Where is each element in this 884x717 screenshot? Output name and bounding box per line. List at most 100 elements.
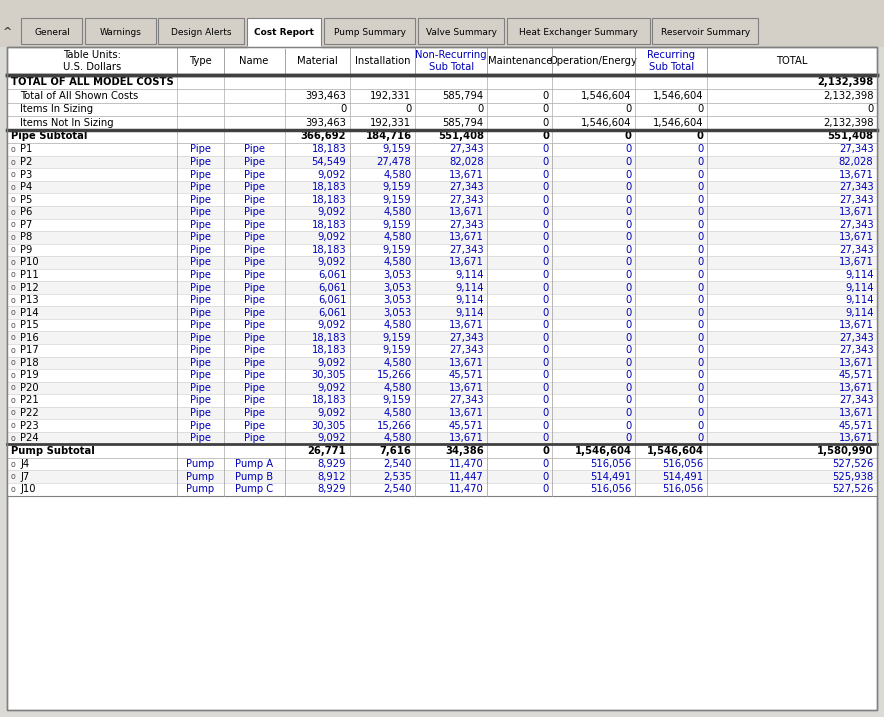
- Text: 9,159: 9,159: [383, 195, 411, 204]
- Text: 0: 0: [697, 421, 704, 430]
- Text: Pipe: Pipe: [190, 383, 210, 393]
- Text: 0: 0: [340, 105, 347, 114]
- Text: 27,343: 27,343: [449, 182, 484, 192]
- Text: 27,343: 27,343: [449, 145, 484, 154]
- Text: 0: 0: [543, 408, 549, 418]
- Text: 0: 0: [625, 257, 631, 267]
- Text: 0: 0: [625, 232, 631, 242]
- Text: 45,571: 45,571: [449, 371, 484, 380]
- FancyBboxPatch shape: [7, 168, 877, 181]
- Text: 27,343: 27,343: [449, 346, 484, 355]
- Text: 30,305: 30,305: [312, 371, 347, 380]
- Text: 0: 0: [697, 308, 704, 318]
- Text: 0: 0: [697, 270, 704, 280]
- Text: 0: 0: [697, 408, 704, 418]
- Text: Pipe: Pipe: [190, 320, 210, 330]
- Text: Pipe: Pipe: [244, 170, 264, 179]
- FancyBboxPatch shape: [7, 419, 877, 432]
- Text: 0: 0: [697, 207, 704, 217]
- Text: o: o: [11, 485, 15, 494]
- Text: o: o: [11, 208, 15, 217]
- Text: P5: P5: [20, 195, 33, 204]
- Text: 27,343: 27,343: [839, 145, 873, 154]
- Text: 0: 0: [697, 320, 704, 330]
- Text: 0: 0: [625, 131, 631, 141]
- Text: Pipe: Pipe: [244, 220, 264, 229]
- FancyBboxPatch shape: [7, 470, 877, 483]
- Text: P19: P19: [20, 371, 39, 380]
- Text: 0: 0: [697, 245, 704, 255]
- Text: o: o: [11, 158, 15, 166]
- Text: 0: 0: [625, 170, 631, 179]
- Text: 525,938: 525,938: [832, 472, 873, 482]
- Text: 0: 0: [625, 346, 631, 355]
- Text: o: o: [11, 384, 15, 392]
- Text: 4,580: 4,580: [384, 170, 411, 179]
- Text: 0: 0: [625, 333, 631, 343]
- Text: 0: 0: [625, 421, 631, 430]
- Text: P11: P11: [20, 270, 39, 280]
- Text: 18,183: 18,183: [312, 220, 347, 229]
- Text: 1,546,604: 1,546,604: [581, 91, 631, 101]
- FancyBboxPatch shape: [507, 18, 650, 44]
- Text: 1,546,604: 1,546,604: [575, 446, 631, 456]
- Text: 13,671: 13,671: [839, 408, 873, 418]
- FancyBboxPatch shape: [7, 103, 877, 116]
- Text: 9,114: 9,114: [455, 270, 484, 280]
- Text: Design Alerts: Design Alerts: [171, 28, 232, 37]
- Text: 0: 0: [542, 131, 549, 141]
- Text: o: o: [11, 320, 15, 330]
- Text: 0: 0: [697, 282, 704, 293]
- Text: Pipe: Pipe: [244, 383, 264, 393]
- FancyBboxPatch shape: [324, 18, 415, 44]
- Text: 0: 0: [697, 131, 704, 141]
- Text: o: o: [11, 295, 15, 305]
- Text: Pipe: Pipe: [244, 145, 264, 154]
- Text: 0: 0: [543, 320, 549, 330]
- Text: Pump A: Pump A: [235, 459, 273, 469]
- Text: 0: 0: [625, 320, 631, 330]
- Text: Pump: Pump: [187, 459, 214, 469]
- Text: 8,929: 8,929: [317, 484, 347, 494]
- Text: Pump: Pump: [187, 472, 214, 482]
- Text: 0: 0: [625, 157, 631, 167]
- Text: 13,671: 13,671: [449, 320, 484, 330]
- Text: 0: 0: [543, 257, 549, 267]
- Text: 9,114: 9,114: [845, 270, 873, 280]
- Text: o: o: [11, 183, 15, 191]
- Text: 4,580: 4,580: [384, 358, 411, 368]
- FancyBboxPatch shape: [7, 89, 877, 103]
- Text: 4,580: 4,580: [384, 257, 411, 267]
- Text: 3,053: 3,053: [384, 282, 411, 293]
- Text: 2,132,398: 2,132,398: [823, 118, 873, 128]
- Text: Pipe: Pipe: [190, 270, 210, 280]
- Text: P3: P3: [20, 170, 33, 179]
- FancyBboxPatch shape: [7, 369, 877, 381]
- FancyBboxPatch shape: [7, 269, 877, 281]
- FancyBboxPatch shape: [7, 143, 877, 156]
- Text: P6: P6: [20, 207, 33, 217]
- Text: P1: P1: [20, 145, 33, 154]
- Text: 6,061: 6,061: [317, 308, 347, 318]
- Text: Pump: Pump: [187, 484, 214, 494]
- Text: 0: 0: [543, 232, 549, 242]
- Text: 27,343: 27,343: [839, 220, 873, 229]
- FancyBboxPatch shape: [7, 130, 877, 143]
- Text: Operation/Energy: Operation/Energy: [550, 56, 637, 66]
- Text: 551,408: 551,408: [438, 131, 484, 141]
- Text: 15,266: 15,266: [377, 371, 411, 380]
- Text: o: o: [11, 233, 15, 242]
- Text: 0: 0: [625, 145, 631, 154]
- Text: o: o: [11, 220, 15, 229]
- Text: 0: 0: [697, 383, 704, 393]
- Text: 27,343: 27,343: [839, 346, 873, 355]
- Text: 4,580: 4,580: [384, 408, 411, 418]
- Text: Pipe: Pipe: [244, 195, 264, 204]
- Text: 18,183: 18,183: [312, 245, 347, 255]
- FancyBboxPatch shape: [7, 116, 877, 130]
- Text: 18,183: 18,183: [312, 396, 347, 405]
- Text: 4,580: 4,580: [384, 232, 411, 242]
- Text: o: o: [11, 145, 15, 154]
- Text: o: o: [11, 358, 15, 367]
- Text: Pipe: Pipe: [244, 358, 264, 368]
